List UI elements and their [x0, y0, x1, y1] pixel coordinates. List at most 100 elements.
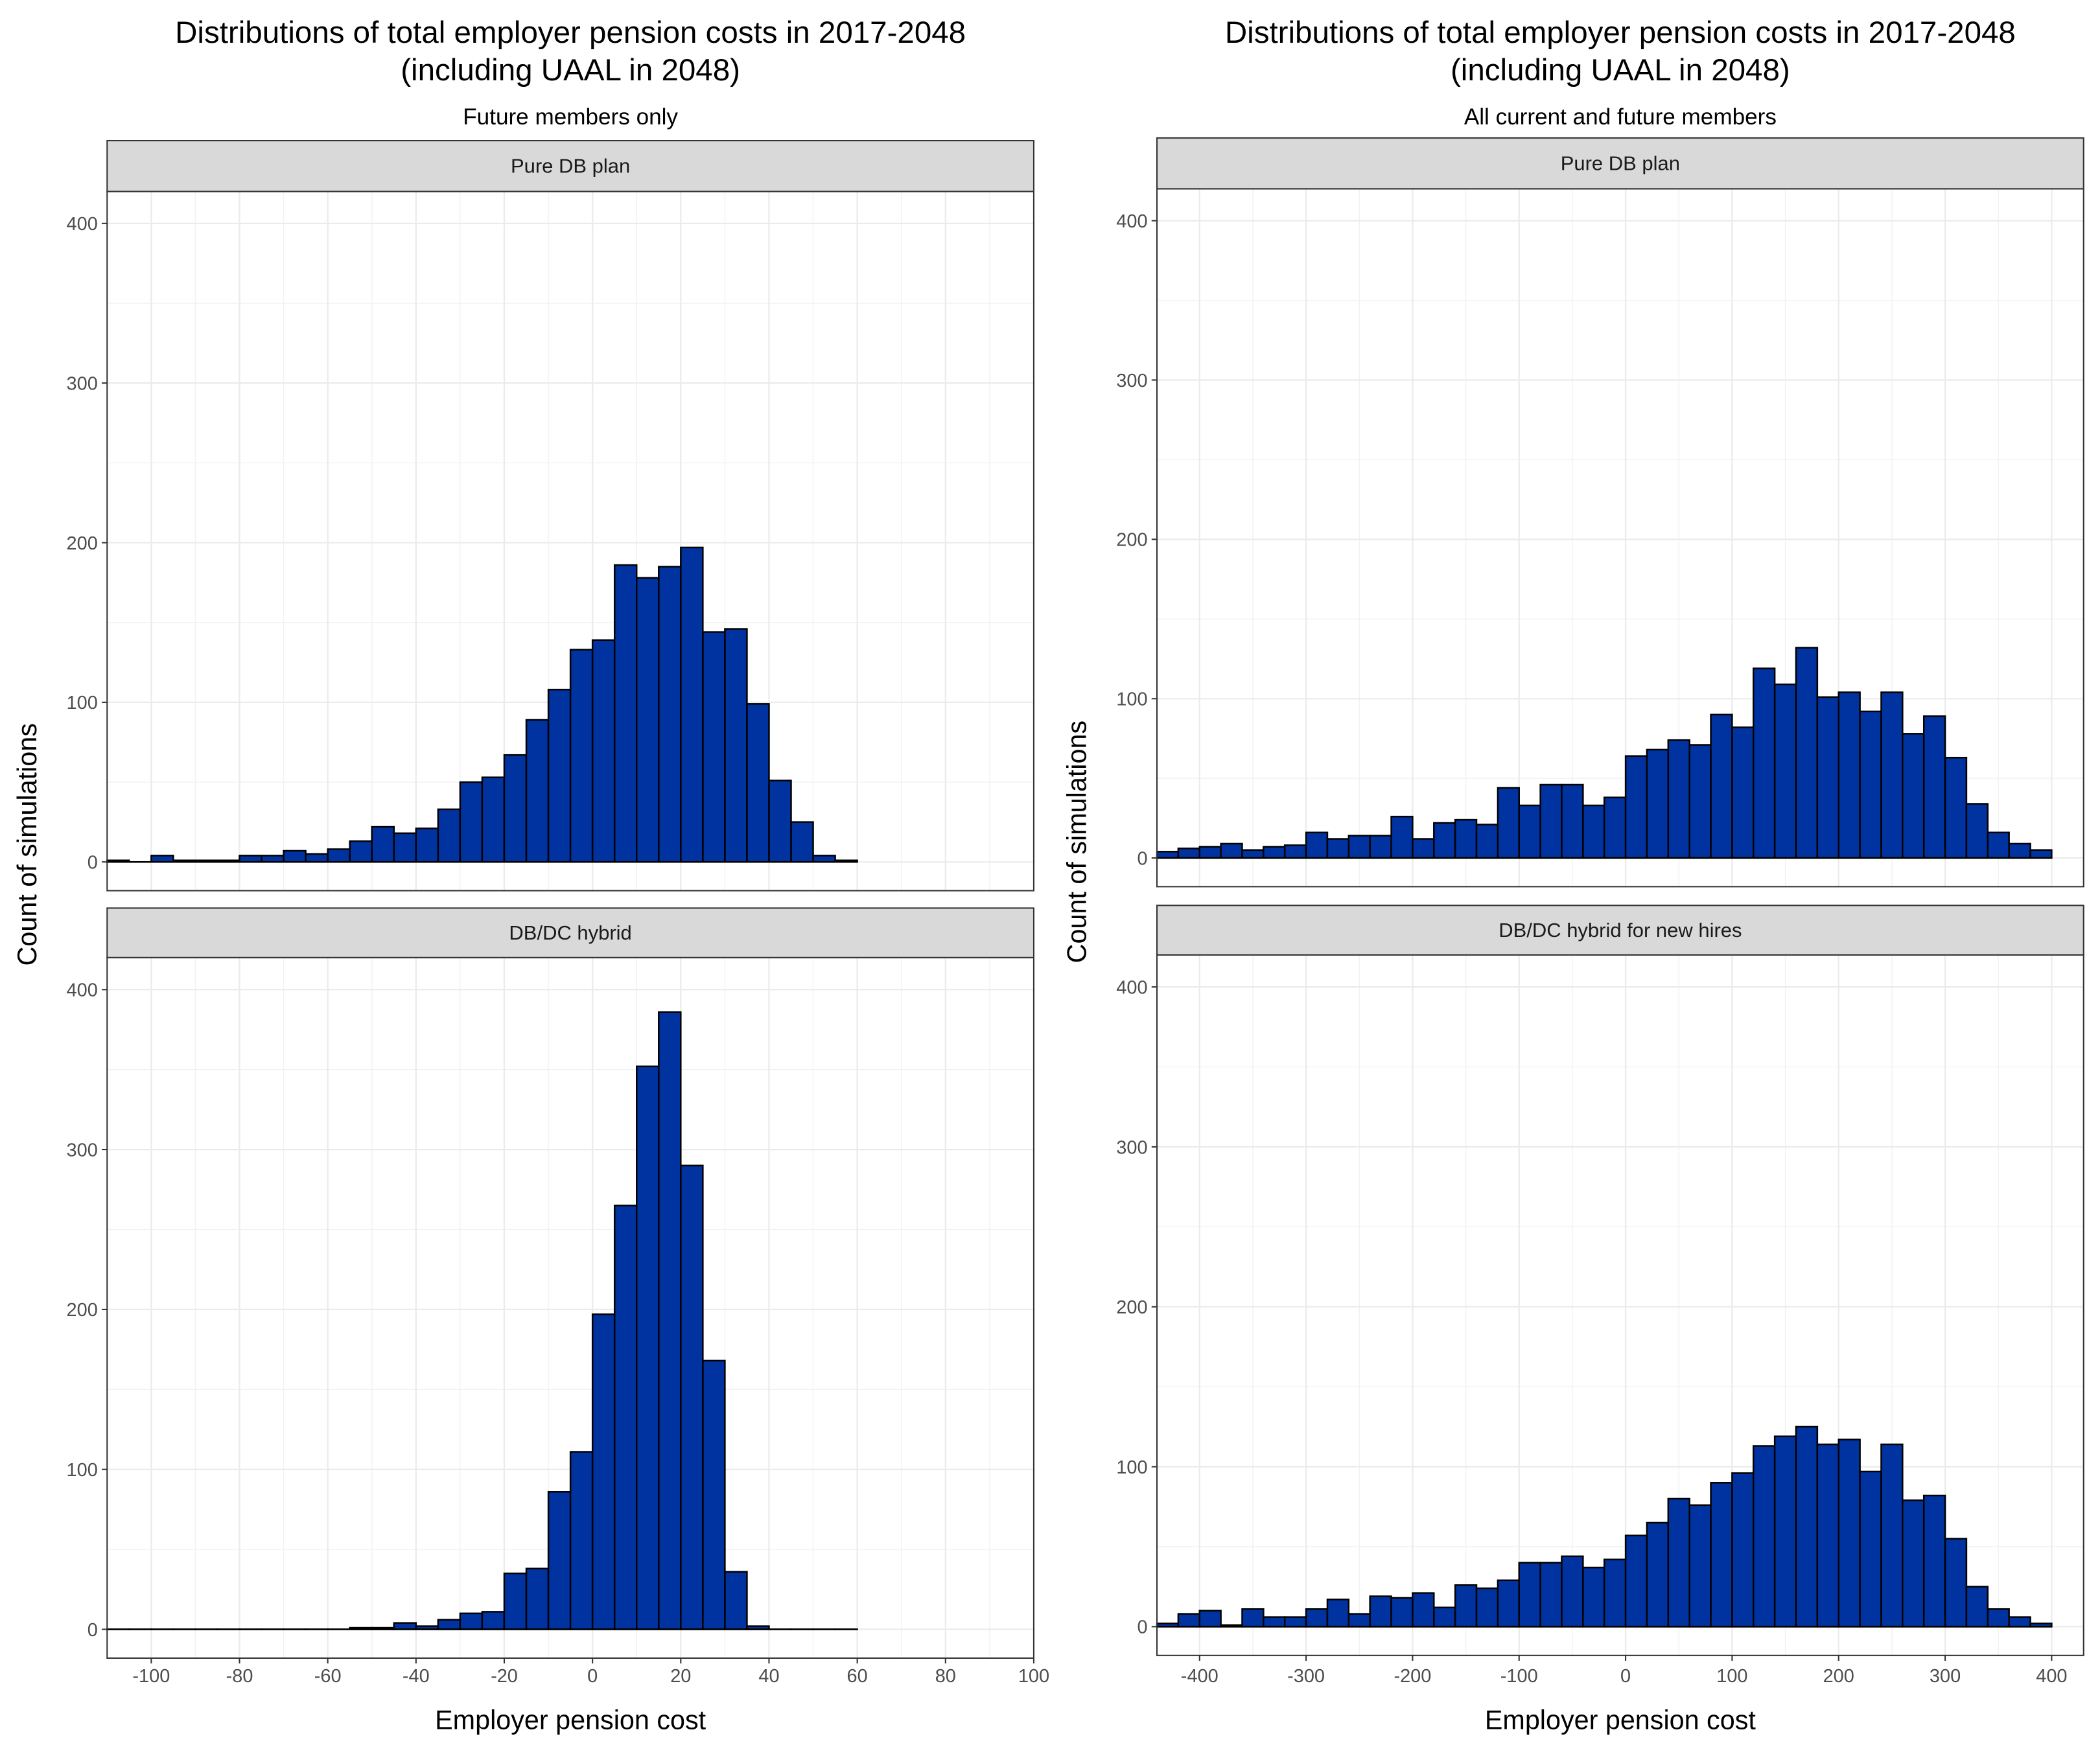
histogram-bar: [1370, 836, 1392, 858]
histogram-bar: [1476, 1588, 1498, 1626]
chart-column-1: Distributions of total employer pension …: [12, 16, 1049, 1735]
histogram-bar: [1157, 851, 1178, 858]
histogram-bar: [1860, 1472, 1882, 1626]
histogram-bar: [1221, 844, 1242, 858]
y-tick-label: 300: [67, 374, 98, 395]
histogram-bar: [306, 854, 328, 862]
histogram-bar: [350, 841, 372, 862]
histogram-bar: [1583, 805, 1604, 858]
x-tick-label: 100: [1018, 1666, 1049, 1687]
y-tick-label: 100: [67, 1460, 98, 1481]
histogram-bar: [1519, 805, 1541, 858]
histogram-bar: [659, 566, 681, 862]
histogram-bar: [1263, 1617, 1285, 1627]
histogram-bar: [614, 565, 636, 862]
histogram-bar: [636, 1067, 659, 1630]
histogram-bar: [1200, 1611, 1221, 1627]
histogram-bar: [438, 809, 460, 862]
x-tick-label: 0: [587, 1666, 598, 1687]
histogram-bar: [1839, 692, 1860, 858]
histogram-bar: [2009, 1617, 2031, 1627]
chart-title-line: (including UAAL in 2048): [401, 53, 740, 87]
histogram-bar: [1434, 1608, 1455, 1627]
facet-strip-label: Pure DB plan: [1561, 152, 1680, 175]
histogram-bar: [1519, 1563, 1541, 1627]
histogram-bar: [1242, 850, 1263, 858]
histogram-bar: [1178, 1614, 1200, 1627]
histogram-bar: [1412, 1593, 1434, 1627]
histogram-bar: [1839, 1440, 1860, 1627]
y-axis-title: Count of simulations: [12, 723, 42, 966]
histogram-bar: [703, 632, 725, 862]
y-tick-label: 200: [67, 1300, 98, 1321]
histogram-bar: [1626, 756, 1647, 858]
histogram-bar: [1327, 839, 1349, 859]
histogram-bar: [592, 1314, 614, 1629]
y-tick-label: 100: [67, 693, 98, 713]
histogram-bar: [1902, 1500, 1924, 1626]
x-tick-label: 100: [1716, 1666, 1747, 1687]
histogram-bar: [548, 1492, 570, 1629]
histogram-bar: [1924, 1496, 1945, 1626]
histogram-bar: [1412, 839, 1434, 859]
histogram-bar: [1796, 1427, 1817, 1627]
histogram-bar: [1647, 1523, 1668, 1626]
histogram-bar: [1732, 1473, 1753, 1626]
histogram-bar: [1604, 798, 1626, 858]
histogram-bar: [1200, 847, 1221, 858]
histogram-bar: [1392, 1598, 1413, 1626]
facet-strip-label: DB/DC hybrid: [509, 921, 631, 944]
x-tick-label: -100: [132, 1666, 170, 1687]
histogram-bar: [1476, 824, 1498, 858]
histogram-bar: [151, 855, 173, 862]
x-tick-label: 40: [758, 1666, 779, 1687]
histogram-bar: [1455, 820, 1476, 858]
histogram-bar: [504, 1573, 526, 1629]
x-tick-label: -80: [226, 1666, 253, 1687]
x-tick-label: 400: [2036, 1666, 2067, 1687]
histogram-bar: [372, 827, 394, 862]
y-tick-label: 400: [1116, 211, 1147, 232]
histogram-bar: [394, 1623, 416, 1630]
x-tick-label: 20: [670, 1666, 691, 1687]
histogram-bar: [1434, 823, 1455, 858]
histogram-bar: [1541, 1563, 1562, 1627]
histogram-bar: [747, 704, 769, 862]
x-tick-label: 200: [1823, 1666, 1854, 1687]
histogram-bar: [1668, 1499, 1690, 1626]
chart-column-2: Distributions of total employer pension …: [1062, 16, 2084, 1735]
histogram-bar: [1561, 785, 1583, 858]
histogram-bar: [1817, 1444, 1839, 1626]
histogram-bar: [703, 1361, 725, 1630]
histogram-bar: [1988, 833, 2009, 858]
histogram-bar: [1583, 1567, 1604, 1626]
histogram-bar: [1285, 845, 1306, 858]
histogram-bar: [284, 851, 306, 862]
histogram-bar: [1732, 727, 1753, 858]
histogram-bar: [1242, 1609, 1263, 1626]
x-tick-label: -200: [1394, 1666, 1431, 1687]
histogram-bar: [1626, 1536, 1647, 1627]
histogram-bar: [1178, 848, 1200, 858]
x-tick-label: 0: [1620, 1666, 1631, 1687]
histogram-bar: [1498, 788, 1519, 858]
y-tick-label: 400: [1116, 977, 1147, 998]
histogram-bar: [2009, 844, 2031, 858]
histogram-bar: [504, 755, 526, 862]
y-axis-title: Count of simulations: [1062, 721, 1092, 964]
histogram-bar: [1902, 734, 1924, 858]
y-tick-label: 400: [67, 214, 98, 235]
y-tick-label: 0: [88, 853, 98, 873]
histogram-bar: [1498, 1580, 1519, 1627]
y-tick-label: 300: [1116, 371, 1147, 391]
histogram-bar: [725, 1572, 747, 1630]
histogram-bar: [725, 629, 747, 862]
histogram-bar: [1775, 1437, 1796, 1627]
chart-title-line: Distributions of total employer pension …: [175, 16, 966, 50]
histogram-bar: [1306, 1609, 1327, 1626]
x-axis-title: Employer pension cost: [1485, 1705, 1756, 1735]
histogram-bar: [1668, 740, 1690, 858]
histogram-bar: [791, 822, 813, 862]
